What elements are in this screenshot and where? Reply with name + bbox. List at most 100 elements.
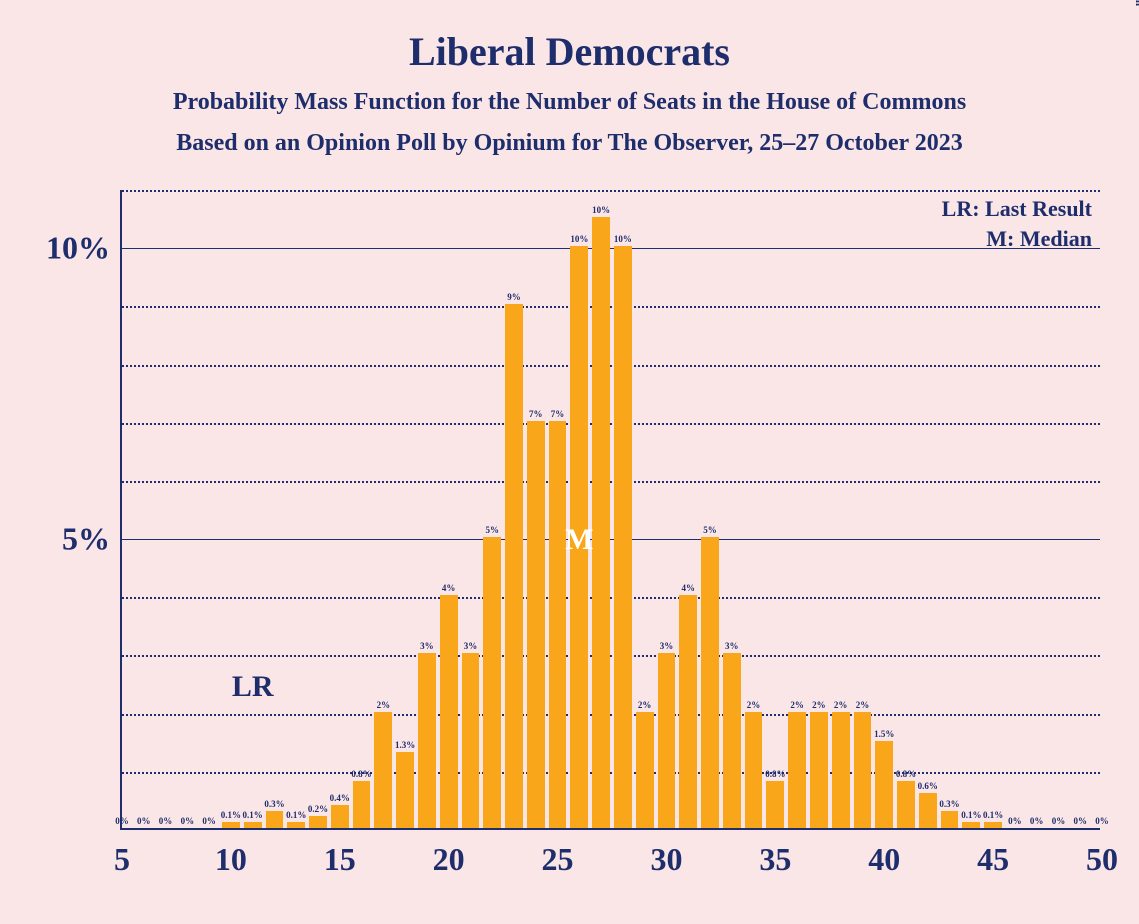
bar-value-label: 1.5% [874, 729, 894, 739]
bar [854, 712, 872, 828]
bar [549, 421, 567, 828]
bar [701, 537, 719, 828]
copyright-label: © 2023 Filip van Laenen [1133, 0, 1139, 6]
x-axis-tick: 10 [215, 841, 247, 878]
bar-value-label: 7% [529, 409, 543, 419]
bar-value-label: 3% [660, 641, 674, 651]
bar [723, 653, 741, 828]
plot-region: LR: Last Result M: Median 5%10%510152025… [120, 190, 1100, 830]
gridline-major [122, 248, 1100, 249]
x-axis-tick: 40 [868, 841, 900, 878]
bar [244, 822, 262, 828]
bar [309, 816, 327, 828]
bar-value-label: 7% [551, 409, 565, 419]
chart-subtitle-2: Based on an Opinion Poll by Opinium for … [0, 116, 1139, 157]
bar-value-label: 3% [725, 641, 739, 651]
bar [396, 752, 414, 828]
bar-value-label: 0% [1052, 816, 1066, 826]
x-axis-tick: 20 [433, 841, 465, 878]
bar [810, 712, 828, 828]
bar-value-label: 0% [1095, 816, 1109, 826]
x-axis-tick: 35 [759, 841, 791, 878]
bar-value-label: 10% [570, 234, 588, 244]
bar-value-label: 0.1% [961, 810, 981, 820]
bar [897, 781, 915, 828]
chart-area: LR: Last Result M: Median 5%10%510152025… [40, 190, 1110, 890]
bar-value-label: 0% [1030, 816, 1044, 826]
bar-value-label: 10% [592, 205, 610, 215]
bar-value-label: 0.1% [221, 810, 241, 820]
gridline-minor [122, 423, 1100, 425]
gridline-minor [122, 772, 1100, 774]
gridline-minor [122, 365, 1100, 367]
bar-value-label: 0% [1008, 816, 1022, 826]
bar [766, 781, 784, 828]
bar-value-label: 0% [137, 816, 151, 826]
bar [374, 712, 392, 828]
bar [658, 653, 676, 828]
x-axis-tick: 15 [324, 841, 356, 878]
legend-last-result: LR: Last Result [942, 196, 1092, 222]
bar-value-label: 2% [812, 700, 826, 710]
bar [266, 811, 284, 828]
bar [962, 822, 980, 828]
last-result-marker: LR [232, 670, 274, 704]
chart-title: Liberal Democrats [0, 0, 1139, 75]
x-axis-tick: 5 [114, 841, 130, 878]
bar-value-label: 0.8% [765, 769, 785, 779]
bar [636, 712, 654, 828]
bar-value-label: 2% [790, 700, 804, 710]
bar-value-label: 5% [485, 525, 499, 535]
x-axis-tick: 50 [1086, 841, 1118, 878]
y-axis-tick: 5% [40, 521, 110, 558]
bar [875, 741, 893, 828]
bar [440, 595, 458, 828]
bar [331, 805, 349, 828]
bar-value-label: 2% [747, 700, 761, 710]
bar [222, 822, 240, 828]
median-marker: M [565, 523, 593, 557]
bar [592, 217, 610, 828]
bar-value-label: 0.8% [896, 769, 916, 779]
chart-subtitle-1: Probability Mass Function for the Number… [0, 75, 1139, 116]
gridline-major [122, 539, 1100, 540]
bar-value-label: 0.6% [918, 781, 938, 791]
bar [941, 811, 959, 828]
x-axis-tick: 45 [977, 841, 1009, 878]
bar-value-label: 3% [420, 641, 434, 651]
bar-value-label: 0.1% [243, 810, 263, 820]
gridline-minor [122, 714, 1100, 716]
gridline-minor [122, 481, 1100, 483]
bar-value-label: 0.3% [939, 799, 959, 809]
bar [788, 712, 806, 828]
bar-value-label: 2% [638, 700, 652, 710]
x-axis-tick: 25 [542, 841, 574, 878]
bar-value-label: 0.1% [983, 810, 1003, 820]
gridline-minor [122, 190, 1100, 192]
y-axis-tick: 10% [40, 230, 110, 267]
bar [919, 793, 937, 828]
bar-value-label: 0% [1073, 816, 1087, 826]
bar [287, 822, 305, 828]
bar-value-label: 2% [377, 700, 391, 710]
bar-value-label: 0.8% [351, 769, 371, 779]
bar-value-label: 2% [856, 700, 870, 710]
bar-value-label: 2% [834, 700, 848, 710]
bar-value-label: 0% [181, 816, 195, 826]
bar-value-label: 9% [507, 292, 521, 302]
gridline-minor [122, 597, 1100, 599]
bar [418, 653, 436, 828]
bar-value-label: 0.1% [286, 810, 306, 820]
bar-value-label: 3% [464, 641, 478, 651]
bar [527, 421, 545, 828]
bar [745, 712, 763, 828]
bar [984, 822, 1002, 828]
bar-value-label: 4% [681, 583, 695, 593]
bar-value-label: 0% [159, 816, 173, 826]
bar [353, 781, 371, 828]
bar-value-label: 0.2% [308, 804, 328, 814]
bar [832, 712, 850, 828]
bar-value-label: 5% [703, 525, 717, 535]
bar-value-label: 1.3% [395, 740, 415, 750]
bar-value-label: 10% [614, 234, 632, 244]
